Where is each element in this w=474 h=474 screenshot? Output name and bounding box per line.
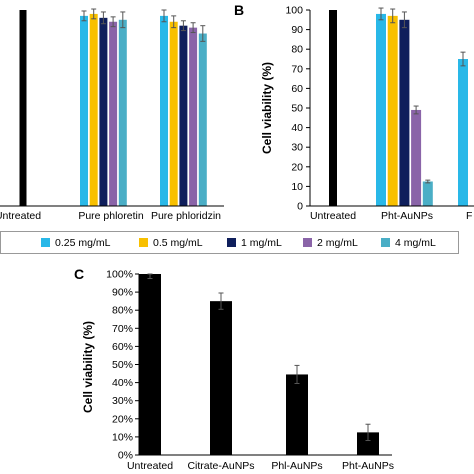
- panel-a-errbar-1-3: [110, 16, 116, 28]
- panel-a-errbar-1-0: [81, 10, 87, 22]
- panel-c-errbar-3: [365, 423, 371, 442]
- legend-swatch-0-5: [139, 238, 148, 247]
- legend-label-1: 1 mg/mL: [241, 237, 282, 249]
- legend-label-4: 4 mg/mL: [395, 237, 436, 249]
- legend-swatch-4: [381, 238, 390, 247]
- panel-a-errbar-1-2: [100, 11, 106, 25]
- panel-c-ytick-70: 70%: [112, 323, 133, 335]
- panel-a-errbar-1-1: [91, 8, 97, 20]
- panel-c-xtick-pht-aunps: Pht-AuNPs: [342, 460, 394, 472]
- panel-b-ytick-60: 60: [291, 83, 303, 95]
- panel-c-errbar-0: [147, 273, 153, 280]
- panel-b-ytick-90: 90: [291, 24, 303, 36]
- panel-c-ytick-30: 30%: [112, 395, 133, 407]
- panel-a-errbar-1-4: [120, 11, 126, 29]
- panel-c-y-axis-label: Cell viability (%): [81, 321, 95, 413]
- panel-b-errbar-1-2: [401, 11, 407, 29]
- panel-b-errbar-1-0: [378, 7, 384, 21]
- panel-b-ytick-30: 30: [291, 142, 303, 154]
- panel-b-bar-1-1: [387, 15, 398, 206]
- panel-c-bar-2: [286, 374, 308, 455]
- panel-c-ytick-90: 90%: [112, 287, 133, 299]
- panel-c-bar-3: [357, 432, 379, 455]
- legend: 0.25 mg/mL 0.5 mg/mL 1 mg/mL 2 mg/mL 4 m…: [0, 231, 459, 254]
- panel-b-ytick-10: 10: [291, 181, 303, 193]
- panel-a-errbar-2-2: [180, 20, 186, 32]
- panel-c-ytick-50: 50%: [112, 359, 133, 371]
- panel-b-ytick-0: 0: [297, 201, 303, 213]
- panel-a-bar-untreated: [19, 10, 27, 206]
- panel-b-bar-2-0: [458, 59, 468, 206]
- panel-c-ytick-60: 60%: [112, 341, 133, 353]
- panel-c-errbar-2: [294, 364, 300, 385]
- panel-b-letter: B: [234, 2, 244, 18]
- panel-a-bar-2-4: [198, 33, 207, 206]
- panel-c-letter: C: [74, 266, 84, 282]
- panel-b-bar-1-3: [411, 109, 422, 206]
- panel-b-errbar-1-3: [413, 105, 419, 115]
- panel-a-errbar-2-3: [190, 22, 196, 34]
- panel-b-ytick-100: 100: [285, 5, 303, 17]
- legend-label-0-25: 0.25 mg/mL: [55, 237, 111, 249]
- panel-a-errbar-2-4: [200, 25, 206, 42]
- panel-a-bar-2-3: [189, 27, 198, 206]
- panel-b-bar-1-0: [376, 13, 386, 207]
- panel-c-y-ticks: 0% 10% 20% 30% 40% 50% 60% 70% 80% 90% 100%: [106, 269, 139, 462]
- panel-c-ytick-80: 80%: [112, 305, 133, 317]
- panel-a-bar-1-4: [118, 19, 127, 206]
- legend-swatch-2: [303, 238, 312, 247]
- panel-b-xtick-cut: F: [466, 210, 472, 222]
- panel-a-bar-1-2: [99, 17, 108, 207]
- panel-a-errbar-2-0: [161, 9, 167, 23]
- panel-c-ytick-10: 10%: [112, 431, 133, 443]
- panel-c-bars: [139, 273, 379, 455]
- panel-a-bar-2-0: [160, 15, 168, 206]
- panel-b-errbar-1-4: [425, 179, 431, 184]
- panel-c-bar-1: [210, 301, 232, 455]
- panel-a-bars: [19, 8, 207, 207]
- panel-a-bar-1-0: [80, 15, 88, 206]
- panel-a-xtick-pure-phloretin: Pure phloretin: [78, 210, 144, 222]
- panel-c-ytick-20: 20%: [112, 413, 133, 425]
- panel-c-errbar-1: [218, 292, 224, 310]
- panel-c: C Cell viability (%) 0% 10% 20% 30% 40% 50% 60…: [74, 266, 394, 472]
- legend-swatch-1: [227, 238, 236, 247]
- panel-c-ytick-100: 100%: [106, 269, 133, 281]
- panel-a-bar-1-1: [89, 13, 98, 207]
- panel-b-xtick-pht-aunps: Pht-AuNPs: [381, 210, 433, 222]
- panel-b-bar-1-2: [399, 19, 410, 206]
- panel-b-bar-untreated: [329, 10, 337, 206]
- panel-b-errbar-1-1: [390, 8, 396, 24]
- panel-c-xtick-phl-aunps: Phl-AuNPs: [271, 460, 322, 472]
- panel-b-ytick-20: 20: [291, 161, 303, 173]
- panel-b-y-ticks: 0 10 20 30 40 50 60 70 80 90 100: [285, 5, 310, 213]
- panel-c-xtick-citrate-aunps: Citrate-AuNPs: [187, 460, 254, 472]
- panel-b-ytick-50: 50: [291, 103, 303, 115]
- panel-c-ytick-40: 40%: [112, 377, 133, 389]
- panel-b-bar-1-4: [422, 181, 433, 206]
- panel-b-ytick-40: 40: [291, 122, 303, 134]
- panel-a-xtick-untreated: Untreated: [0, 210, 41, 222]
- panel-a-bar-2-2: [179, 25, 188, 207]
- panel-a: Untreated Pure phloretin Pure phloridzin: [0, 8, 224, 222]
- panel-a-xtick-pure-phloridzin: Pure phloridzin: [151, 210, 221, 222]
- panel-b-xtick-untreated: Untreated: [310, 210, 356, 222]
- panel-b-ytick-70: 70: [291, 63, 303, 75]
- legend-label-2: 2 mg/mL: [317, 237, 358, 249]
- panel-b-errbar-2-0: [460, 51, 466, 67]
- legend-label-0-5: 0.5 mg/mL: [153, 237, 203, 249]
- panel-c-xtick-untreated: Untreated: [127, 460, 173, 472]
- panel-a-bar-2-1: [169, 21, 178, 207]
- panel-b-bars: [329, 7, 468, 207]
- panel-a-bar-1-3: [109, 21, 118, 207]
- panel-c-ytick-0: 0%: [118, 450, 133, 462]
- panel-a-errbar-2-1: [171, 15, 177, 29]
- panel-b-y-axis-label: Cell viability (%): [260, 62, 274, 154]
- panel-b: B Cell viability (%) 0 10 20 30 40 50 60 70 80 90…: [234, 2, 474, 222]
- panel-c-bar-0: [139, 274, 161, 455]
- legend-swatch-0-25: [41, 238, 50, 247]
- panel-b-ytick-80: 80: [291, 44, 303, 56]
